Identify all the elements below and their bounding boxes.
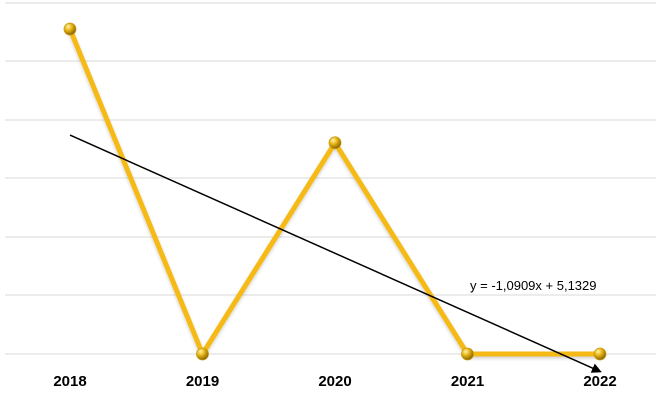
data-point-2020	[328, 136, 342, 150]
markers-layer	[63, 22, 607, 361]
trendline-equation: y = -1,0909x + 5,1329	[470, 278, 596, 293]
data-point-2018	[63, 22, 77, 36]
data-point-2019	[196, 347, 209, 361]
trendline	[69, 134, 602, 373]
x-tick-label-2020: 2020	[318, 373, 351, 390]
x-tick-label-2021: 2021	[451, 373, 484, 390]
tick-labels-layer: 2018 2019 2020 2021 2022	[53, 373, 616, 390]
x-tick-label-2018: 2018	[53, 373, 86, 390]
trendline-layer: y = -1,0909x + 5,1329	[69, 134, 602, 373]
gridlines	[5, 2, 656, 355]
x-tick-label-2019: 2019	[186, 373, 219, 390]
series-layer	[67, 26, 603, 357]
x-tick-label-2022: 2022	[583, 373, 616, 390]
series-line	[67, 26, 603, 357]
data-point-2021	[461, 347, 474, 361]
data-point-2022	[593, 347, 607, 361]
